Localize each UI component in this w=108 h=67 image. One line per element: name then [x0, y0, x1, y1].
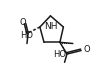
- Text: NH: NH: [44, 22, 58, 31]
- Text: HO: HO: [20, 31, 33, 40]
- Text: O: O: [20, 18, 26, 27]
- Text: HO: HO: [53, 50, 66, 59]
- Text: O: O: [84, 45, 91, 54]
